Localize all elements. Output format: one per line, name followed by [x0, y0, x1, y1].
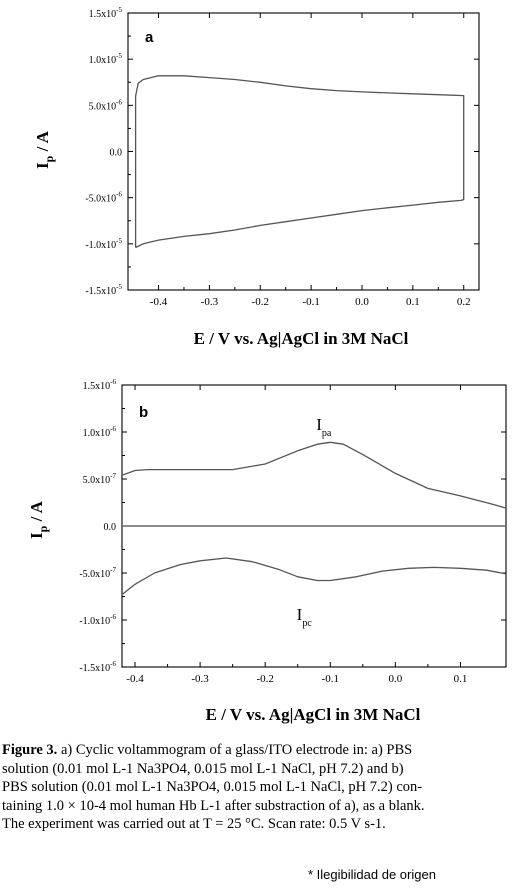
x-tick-label: -0.2: [256, 673, 273, 685]
y-tick-label: -1.5x10-5: [85, 283, 122, 297]
x-tick-label: 0.1: [454, 673, 468, 685]
panel-label: b: [139, 404, 148, 421]
peak-annotation: Ipc: [297, 605, 313, 629]
caption-line-3: PBS solution (0.01 mol L-1 Na3PO4, 0.015…: [2, 779, 423, 796]
caption-line-1: Figure 3. a) Cyclic voltammogram of a gl…: [2, 741, 524, 760]
y-tick-label: -5.0x10-6: [85, 191, 122, 205]
x-tick-label: 0.1: [406, 296, 420, 308]
y-tick-label: 0.0: [110, 148, 123, 159]
y-tick-label: -1.0x10-5: [85, 237, 122, 251]
y-tick-label: 1.5x10-6: [83, 378, 117, 392]
x-tick-label: 0.2: [457, 296, 471, 308]
x-tick-label: -0.3: [191, 673, 209, 685]
figure-svg: -0.4 -0.3 -0.2 -0.1 0.0 0.1 0.2 -1.5x10-5 -1.0x1…: [27, 6, 507, 724]
panel-label: a: [145, 29, 154, 46]
legibility-note: * Ilegibilidad de origen: [308, 867, 436, 882]
x-tick-label: -0.2: [252, 296, 269, 308]
y-axis-label: Ip / A: [27, 500, 50, 539]
series-line: [134, 75, 465, 249]
y-tick-label: -1.5x10-6: [79, 660, 116, 674]
y-axis-label: Ip / A: [33, 130, 56, 169]
y-tick-label: 1.0x10-6: [83, 425, 117, 439]
x-tick-label: 0.0: [355, 296, 369, 308]
peak-annotation: Ipa: [316, 415, 332, 439]
caption-line-5: The experiment was carried out at T = 25…: [2, 816, 386, 833]
y-tick-label: -1.0x10-6: [79, 613, 116, 627]
x-axis-label: E / V vs. Ag|AgCl in 3M NaCl: [194, 329, 409, 348]
chart-panel-a: -0.4 -0.3 -0.2 -0.1 0.0 0.1 0.2 -1.5x10-5 -1.0x1…: [33, 6, 480, 348]
x-tick-label: -0.3: [201, 296, 219, 308]
figure-caption: Figure 3. a) Cyclic voltammogram of a gl…: [2, 741, 524, 834]
plot-frame: [127, 12, 480, 291]
caption-line-2: solution (0.01 mol L-1 Na3PO4, 0.015 mol…: [2, 760, 404, 777]
chart-panel-b: -0.4 -0.3 -0.2 -0.1 0.0 0.1 -1.5x10-6 -1.0x10-6…: [27, 378, 507, 724]
x-axis-label: E / V vs. Ag|AgCl in 3M NaCl: [206, 705, 421, 724]
x-tick-label: -0.4: [150, 296, 168, 308]
caption-lead: Figure 3.: [2, 742, 58, 758]
x-tick-label: -0.4: [126, 673, 144, 685]
y-tick-label: -5.0x10-7: [79, 566, 116, 580]
caption-text-1: a) Cyclic voltammogram of a glass/ITO el…: [57, 742, 413, 758]
series-line: [121, 441, 507, 509]
y-tick-label: 5.0x10-6: [89, 98, 123, 112]
y-tick-label: 1.5x10-5: [89, 6, 123, 20]
x-tick-label: 0.0: [388, 673, 402, 685]
y-tick-label: 1.0x10-5: [89, 52, 123, 66]
caption-line-4: taining 1.0 × 10-4 mol human Hb L-1 afte…: [2, 797, 425, 814]
x-tick-label: -0.1: [302, 296, 319, 308]
x-tick-label: -0.1: [322, 673, 339, 685]
y-tick-label: 5.0x10-7: [83, 472, 117, 486]
series-line: [121, 557, 507, 596]
y-tick-label: 0.0: [104, 522, 117, 533]
